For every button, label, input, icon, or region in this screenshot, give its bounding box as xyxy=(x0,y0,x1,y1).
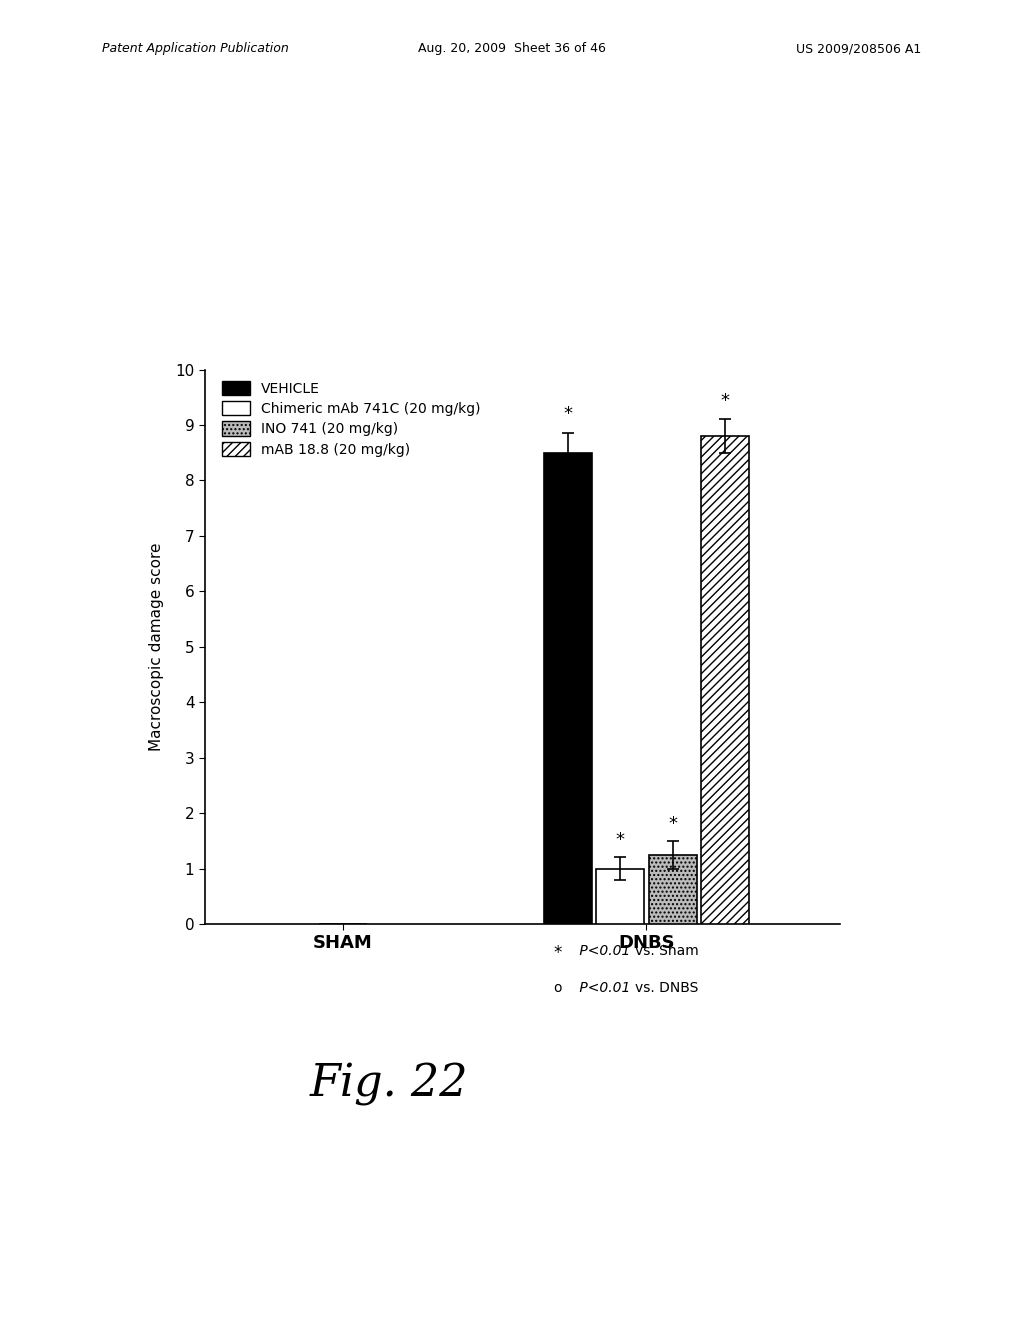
Text: Patent Application Publication: Patent Application Publication xyxy=(102,42,289,55)
Text: P<0.01: P<0.01 xyxy=(575,944,635,958)
Bar xyxy=(701,436,750,924)
Bar xyxy=(596,869,644,924)
Legend: VEHICLE, Chimeric mAb 741C (20 mg/kg), INO 741 (20 mg/kg), mAB 18.8 (20 mg/kg): VEHICLE, Chimeric mAb 741C (20 mg/kg), I… xyxy=(218,376,484,461)
Y-axis label: Macroscopic damage score: Macroscopic damage score xyxy=(150,543,164,751)
Text: Aug. 20, 2009  Sheet 36 of 46: Aug. 20, 2009 Sheet 36 of 46 xyxy=(418,42,606,55)
Text: *: * xyxy=(721,392,730,409)
Text: vs. DNBS: vs. DNBS xyxy=(635,981,698,995)
Text: vs. Sham: vs. Sham xyxy=(635,944,698,958)
Text: *: * xyxy=(615,832,625,849)
Bar xyxy=(648,855,697,924)
Text: *: * xyxy=(563,405,572,424)
Text: Fig. 22: Fig. 22 xyxy=(310,1063,468,1106)
Text: *: * xyxy=(553,944,561,962)
Text: o: o xyxy=(553,981,561,995)
Text: *: * xyxy=(669,814,677,833)
Text: US 2009/208506 A1: US 2009/208506 A1 xyxy=(797,42,922,55)
Text: P<0.01: P<0.01 xyxy=(575,981,635,995)
Bar xyxy=(544,453,592,924)
